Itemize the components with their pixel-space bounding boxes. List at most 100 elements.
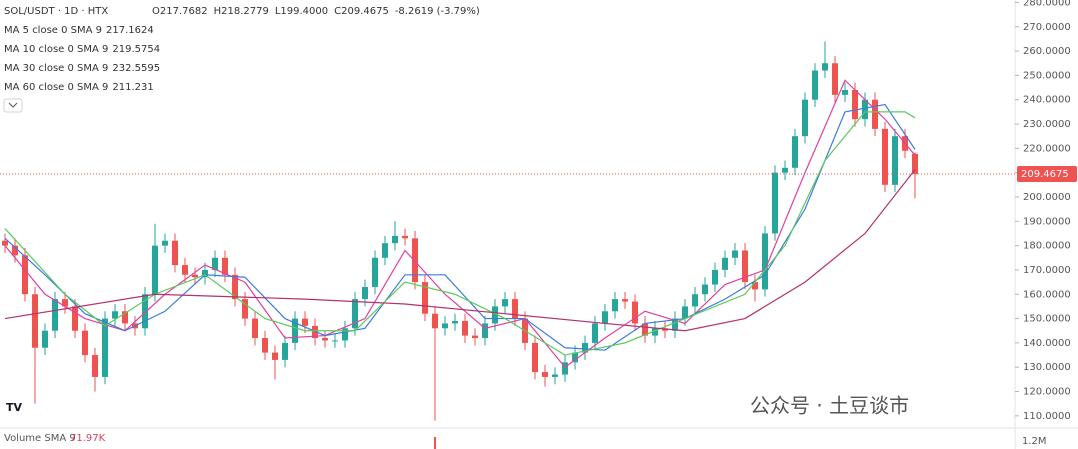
ohlc-value: -8.2619 (-3.79%): [395, 6, 480, 17]
candle-body: [72, 306, 78, 331]
ma-line: [4, 169, 916, 332]
y-tick-label: 220.0000: [1023, 143, 1071, 154]
last-price-label: 209.4675: [1021, 169, 1069, 180]
y-tick-label: 270.0000: [1023, 22, 1071, 33]
candle-body: [912, 153, 918, 174]
candle-body: [142, 294, 148, 329]
candle-body: [382, 243, 388, 258]
y-tick-label: 250.0000: [1023, 70, 1071, 81]
candle-body: [642, 323, 648, 336]
candle-body: [332, 340, 338, 342]
y-tick-label: 240.0000: [1023, 95, 1071, 106]
candle-body: [472, 335, 478, 339]
ma-line: [4, 79, 916, 369]
candle-body: [42, 330, 48, 348]
y-tick-label: 150.0000: [1023, 314, 1071, 325]
candle-body: [372, 257, 378, 287]
candle-body: [842, 89, 848, 95]
candle-body: [862, 99, 868, 120]
candle-body: [102, 318, 108, 377]
candle-body: [762, 233, 768, 290]
candle-body: [542, 372, 548, 377]
candle-body: [52, 299, 58, 331]
candle-body: [462, 321, 468, 336]
candle-body: [552, 374, 558, 377]
candle-body: [812, 70, 818, 100]
candle-body: [582, 342, 588, 353]
candle-body: [672, 318, 678, 331]
candle-body: [432, 313, 438, 329]
ohlc-legend: O217.7682 H218.2779 L199.4000 C209.4675 -8.2…: [152, 6, 480, 17]
candle-body: [622, 299, 628, 302]
candle-body: [92, 355, 98, 377]
candle-body: [562, 362, 568, 375]
candle-body: [242, 299, 248, 319]
candle-body: [412, 238, 418, 283]
legend-value: 217.1624: [106, 25, 154, 36]
candle-body: [602, 311, 608, 324]
candle-body: [852, 89, 858, 120]
candle-body: [342, 328, 348, 341]
candle-body: [532, 342, 538, 373]
candle-body: [712, 269, 718, 285]
candle-body: [272, 352, 278, 360]
legend-label: MA 60 close 0 SMA 9: [4, 82, 108, 93]
watermark: 公众号 · 土豆谈市: [750, 394, 909, 418]
candle-body: [232, 274, 238, 300]
candle-body: [2, 240, 8, 246]
legend-label: MA 10 close 0 SMA 9: [4, 44, 108, 55]
chart-title: SOL/USDT · 1D · HTX: [4, 6, 108, 17]
candle-body: [772, 172, 778, 234]
volume-sma-value: 71.97K: [70, 433, 106, 444]
candle-body: [882, 128, 888, 185]
candle-body: [352, 299, 358, 329]
y-tick-label: 190.0000: [1023, 216, 1071, 227]
candle-body: [662, 328, 668, 331]
candle-body: [512, 299, 518, 319]
legend-label: MA 30 close 0 SMA 9: [4, 63, 108, 74]
volume-tick-label: 1.2M: [1022, 436, 1047, 447]
y-tick-label: 280.0000: [1023, 0, 1071, 8]
candle-body: [302, 318, 308, 326]
volume-title: Volume SMA 9: [4, 433, 76, 444]
candle-body: [732, 250, 738, 258]
collapse-button[interactable]: [3, 98, 23, 113]
y-tick-label: 170.0000: [1023, 265, 1071, 276]
legend-value: 232.5595: [112, 63, 160, 74]
candle-body: [282, 342, 288, 360]
candle-body: [452, 321, 458, 324]
ohlc-value: L199.4000: [275, 6, 328, 17]
candle-body: [152, 245, 158, 295]
candle-body: [422, 282, 428, 314]
y-tick-label: 180.0000: [1023, 241, 1071, 252]
candle-body: [822, 63, 828, 71]
legend: MA 5 close 0 SMA 9 217.1624 MA 10 close 0 …: [4, 25, 160, 93]
candle-body: [292, 318, 298, 343]
ohlc-value: O217.7682: [152, 6, 208, 17]
candle-body: [262, 338, 268, 353]
candle-body: [62, 299, 68, 307]
candle-body: [692, 294, 698, 307]
candle-body: [782, 167, 788, 173]
candle-body: [222, 257, 228, 275]
last-price-badge: [1017, 165, 1077, 182]
candle-body: [362, 286, 368, 300]
ma-line: [4, 103, 916, 351]
candle-body: [212, 257, 218, 270]
legend-label: MA 5 close 0 SMA 9: [4, 25, 102, 36]
candle-body: [572, 352, 578, 363]
y-tick-label: 200.0000: [1023, 192, 1071, 203]
y-tick-label: 120.0000: [1023, 387, 1071, 398]
candle-body: [12, 245, 18, 256]
volume-bar: [434, 437, 436, 449]
candle-body: [682, 306, 688, 319]
candle-body: [402, 235, 408, 239]
candle-body: [612, 299, 618, 312]
candle-body: [182, 265, 188, 275]
candle-body: [502, 299, 508, 307]
candle-body: [792, 136, 798, 168]
candle-body: [112, 311, 118, 319]
candle-body: [802, 99, 808, 137]
